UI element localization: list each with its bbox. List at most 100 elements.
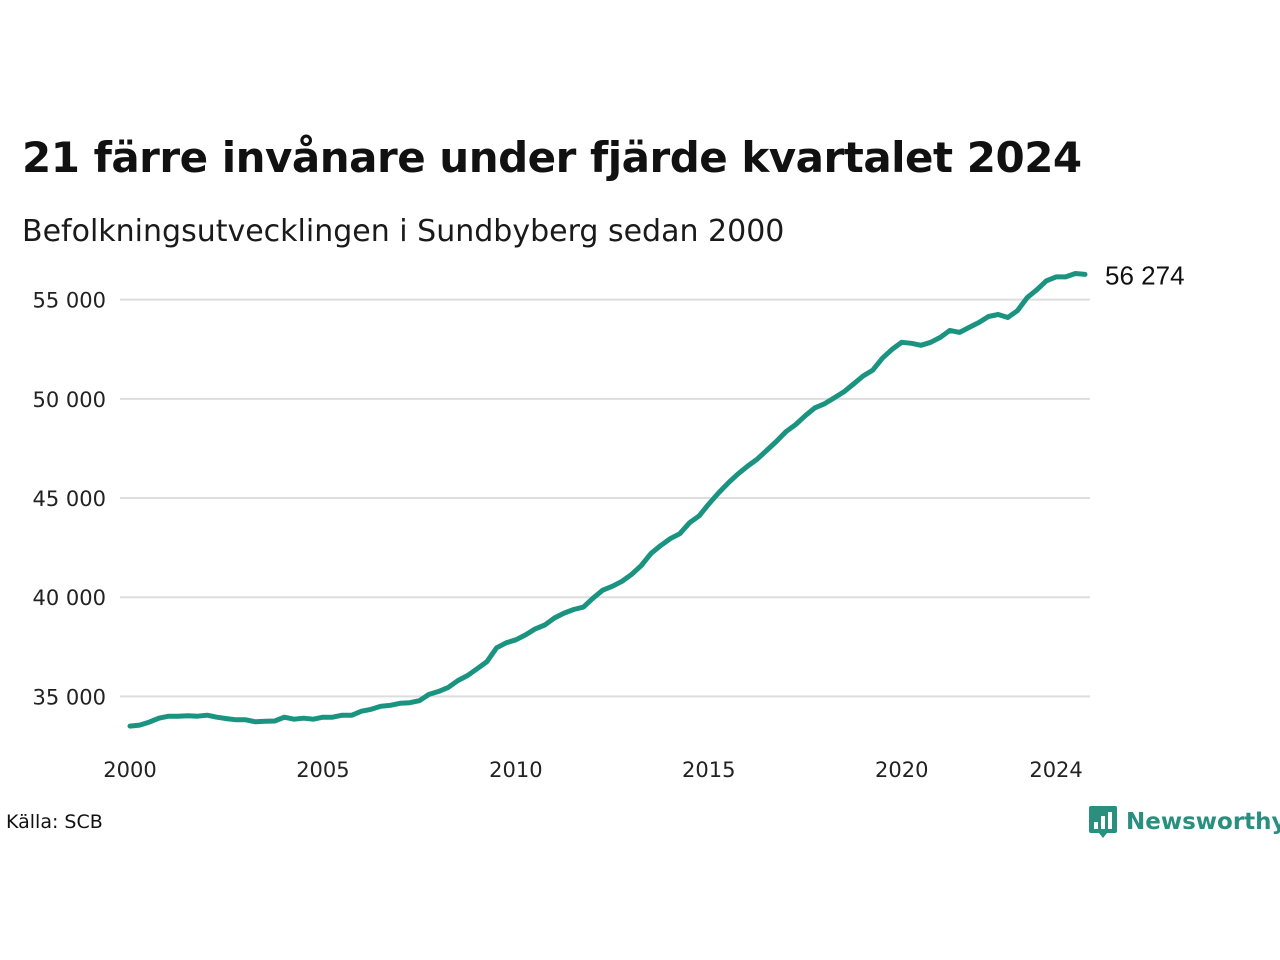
data-point [649,552,653,556]
data-point [745,464,749,468]
data-point [668,537,672,541]
data-point [437,689,441,693]
data-point [360,709,364,713]
data-point [408,701,412,705]
data-point [832,396,836,400]
data-point [678,532,682,536]
data-point [224,717,228,721]
data-point [765,448,769,452]
data-point [514,638,518,642]
data-point [581,605,585,609]
data-point [321,715,325,719]
x-tick-label: 2020 [875,758,928,782]
data-point [919,343,923,347]
x-tick-label: 2005 [296,758,349,782]
data-point [591,596,595,600]
data-point [263,719,267,723]
data-point [350,713,354,717]
data-point [533,627,537,631]
data-point [900,340,904,344]
data-point [167,714,171,718]
source-note: Källa: SCB [6,811,103,833]
data-point [475,667,479,671]
data-point [794,423,798,427]
data-point [861,374,865,378]
data-point [1015,309,1019,313]
brand-name: Newsworthy [1126,809,1280,835]
data-point [273,719,277,723]
y-tick-label: 45 000 [33,487,106,511]
data-point [620,579,624,583]
data-point [485,660,489,664]
brand: Newsworthy [1088,804,1280,840]
newsworthy-logo-icon [1089,806,1117,838]
data-point [234,718,238,722]
data-point [851,382,855,386]
data-point [215,715,219,719]
data-point [948,328,952,332]
data-point [938,335,942,339]
data-point [196,714,200,718]
x-tick-label: 2010 [489,758,542,782]
data-point [456,678,460,682]
data-point [302,716,306,720]
data-point [572,607,576,611]
data-point [755,457,759,461]
data-point [128,724,132,728]
data-point [871,368,875,372]
data-point [1073,271,1077,275]
data-point [803,414,807,418]
data-point [562,611,566,615]
data-point [379,704,383,708]
data-point [996,313,1000,317]
data-point [639,563,643,567]
y-tick-label: 35 000 [33,685,106,709]
data-point [813,406,817,410]
data-point [958,330,962,334]
data-point [909,341,913,345]
data-point [987,315,991,319]
data-point [1083,272,1087,276]
end-value-label: 56 274 [1105,260,1185,290]
data-point [466,674,470,678]
y-tick-label: 55 000 [33,289,106,313]
data-point [147,720,151,724]
data-point [205,713,209,717]
data-point [842,390,846,394]
data-point [253,720,257,724]
chart-subtitle: Befolkningsutvecklingen i Sundbyberg sed… [22,214,785,249]
data-point [726,481,730,485]
data-point [311,717,315,721]
data-point [331,715,335,719]
data-point [610,584,614,588]
data-point [340,713,344,717]
data-point [1054,275,1058,279]
data-point [1025,296,1029,300]
data-point [736,472,740,476]
data-point [1044,279,1048,283]
data-point [157,716,161,720]
data-point [176,714,180,718]
data-point [1006,316,1010,320]
data-point [707,502,711,506]
data-point [1035,288,1039,292]
data-point [929,340,933,344]
data-point [388,703,392,707]
chart-title: 21 färre invånare under fjärde kvartalet… [22,133,1082,182]
data-point [524,633,528,637]
data-point [369,707,373,711]
data-point [398,701,402,705]
data-point [823,402,827,406]
data-point [552,616,556,620]
data-point [977,320,981,324]
data-point [687,521,691,525]
data-point [186,714,190,718]
data-point [716,491,720,495]
x-tick-label: 2015 [682,758,735,782]
series-layer [127,271,1088,729]
data-point [244,718,248,722]
data-point [138,723,142,727]
data-point [292,717,296,721]
x-axis-labels: 2000 2005 2010 2015 2020 2024 [103,758,1083,782]
